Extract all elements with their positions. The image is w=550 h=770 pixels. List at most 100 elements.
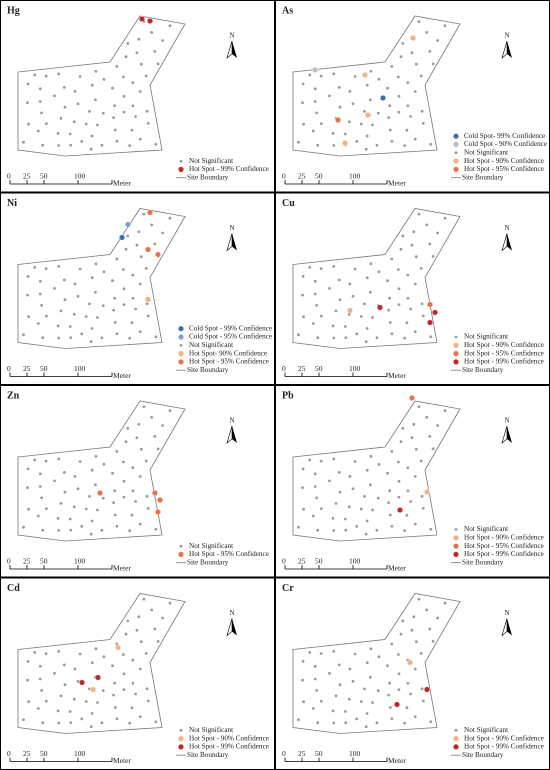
- sample-site: [332, 336, 336, 340]
- hot-spot: [335, 116, 342, 123]
- sample-site: [413, 475, 417, 478]
- sample-site: [126, 234, 130, 238]
- sample-site: [100, 721, 104, 725]
- sample-site: [62, 86, 66, 89]
- sample-site: [443, 216, 447, 220]
- legend-label: Site Boundary: [187, 366, 229, 374]
- north-arrow-right: [507, 41, 512, 58]
- sample-site: [337, 278, 341, 282]
- sample-site: [365, 134, 369, 138]
- sample-site: [425, 416, 429, 419]
- sample-site: [146, 699, 150, 703]
- sample-site: [348, 90, 352, 93]
- sample-site: [53, 672, 56, 675]
- sample-site: [138, 330, 142, 333]
- hot-spot: [376, 304, 383, 311]
- sample-site: [41, 336, 45, 340]
- sample-site: [377, 462, 381, 466]
- sample-site: [135, 628, 139, 632]
- hot-spot: [379, 94, 386, 101]
- sample-site: [359, 122, 363, 126]
- sample-site: [371, 316, 374, 319]
- sample-site: [131, 81, 135, 84]
- sample-site: [332, 721, 336, 725]
- sample-site: [369, 262, 373, 266]
- sample-site: [410, 436, 414, 440]
- legend-marker: [453, 166, 459, 172]
- sample-site: [353, 75, 357, 78]
- sample-site: [343, 517, 347, 521]
- sample-site: [315, 304, 318, 307]
- sample-site: [53, 94, 56, 98]
- sample-site: [406, 81, 410, 84]
- north-arrow-right: [232, 233, 237, 251]
- sample-site: [320, 699, 323, 703]
- sample-site: [113, 489, 116, 493]
- sample-site: [63, 298, 67, 302]
- sample-site: [337, 86, 341, 89]
- sample-site: [156, 62, 160, 66]
- sample-site: [363, 687, 366, 691]
- sample-site: [313, 100, 317, 103]
- panel-border: [275, 577, 550, 770]
- sample-site: [134, 500, 138, 503]
- hot-spot: [96, 489, 103, 496]
- sample-site: [40, 111, 43, 115]
- sample-site: [328, 672, 331, 675]
- sample-site: [359, 507, 363, 511]
- sample-site: [40, 689, 43, 692]
- sample-site: [22, 333, 25, 337]
- sample-site: [388, 706, 392, 709]
- sample-site: [365, 327, 369, 330]
- sample-site: [138, 667, 142, 671]
- sample-site: [57, 721, 61, 725]
- scale-unit: Meter: [388, 179, 406, 188]
- sample-site: [343, 325, 347, 328]
- sample-site: [76, 487, 80, 491]
- sample-site: [388, 296, 391, 300]
- sample-site: [56, 324, 60, 328]
- sample-site: [316, 721, 320, 725]
- scale-label: 100: [74, 172, 86, 181]
- legend-marker: [453, 535, 459, 541]
- sample-site: [301, 486, 304, 489]
- sample-site: [40, 304, 43, 307]
- sample-site: [390, 257, 394, 261]
- sample-site: [161, 39, 165, 42]
- scale-label: 100: [74, 364, 86, 373]
- scale-unit: Meter: [388, 564, 406, 573]
- sample-site: [320, 314, 323, 318]
- sample-site: [134, 692, 138, 696]
- sample-site: [38, 100, 42, 103]
- sample-site: [431, 447, 435, 451]
- sample-site: [78, 460, 82, 463]
- site-boundary: [17, 400, 186, 542]
- sample-site: [417, 405, 421, 408]
- hot-spot: [114, 644, 121, 651]
- sample-site: [59, 309, 63, 313]
- sample-site: [429, 527, 433, 531]
- sample-site: [76, 679, 80, 683]
- hot-spot: [346, 307, 353, 314]
- legend-marker: [178, 736, 184, 742]
- scale-unit: Meter: [113, 756, 131, 765]
- sample-site: [38, 472, 42, 476]
- sample-site: [138, 715, 142, 718]
- sample-site: [420, 109, 424, 113]
- scale-label: 0: [282, 364, 286, 373]
- legend-marker: [178, 326, 184, 332]
- sample-site: [443, 601, 447, 605]
- sample-site: [414, 255, 418, 259]
- sample-site: [101, 496, 105, 500]
- sample-site: [101, 689, 105, 692]
- sample-site: [405, 513, 409, 517]
- sample-site: [122, 653, 125, 656]
- sample-site: [332, 265, 336, 268]
- sample-site: [26, 660, 30, 663]
- sample-site: [351, 294, 355, 298]
- sample-site: [27, 507, 30, 511]
- sample-site: [386, 86, 389, 90]
- sample-site: [102, 77, 106, 81]
- scale-label: 100: [349, 364, 361, 373]
- sample-site: [112, 501, 115, 504]
